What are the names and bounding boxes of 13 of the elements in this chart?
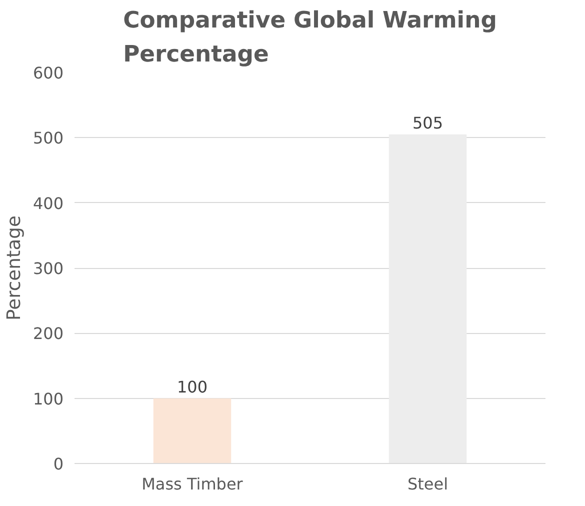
y-tick-label: 200 <box>32 324 64 344</box>
y-tick-label: 600 <box>32 64 64 82</box>
y-tick-label: 300 <box>32 259 64 278</box>
y-tick-label: 0 <box>53 454 64 474</box>
x-tick-label: Mass Timber <box>142 474 244 494</box>
y-tick-label: 400 <box>32 194 64 213</box>
y-tick-label: 100 <box>32 389 64 408</box>
data-label: 100 <box>176 377 208 396</box>
y-tick-label: 500 <box>32 128 64 148</box>
data-label: 505 <box>412 113 444 132</box>
y-axis-title: Percentage <box>4 216 25 320</box>
chart-title: Comparative Global Warming Percentage <box>123 8 497 68</box>
x-tick-label: Steel <box>407 474 448 494</box>
